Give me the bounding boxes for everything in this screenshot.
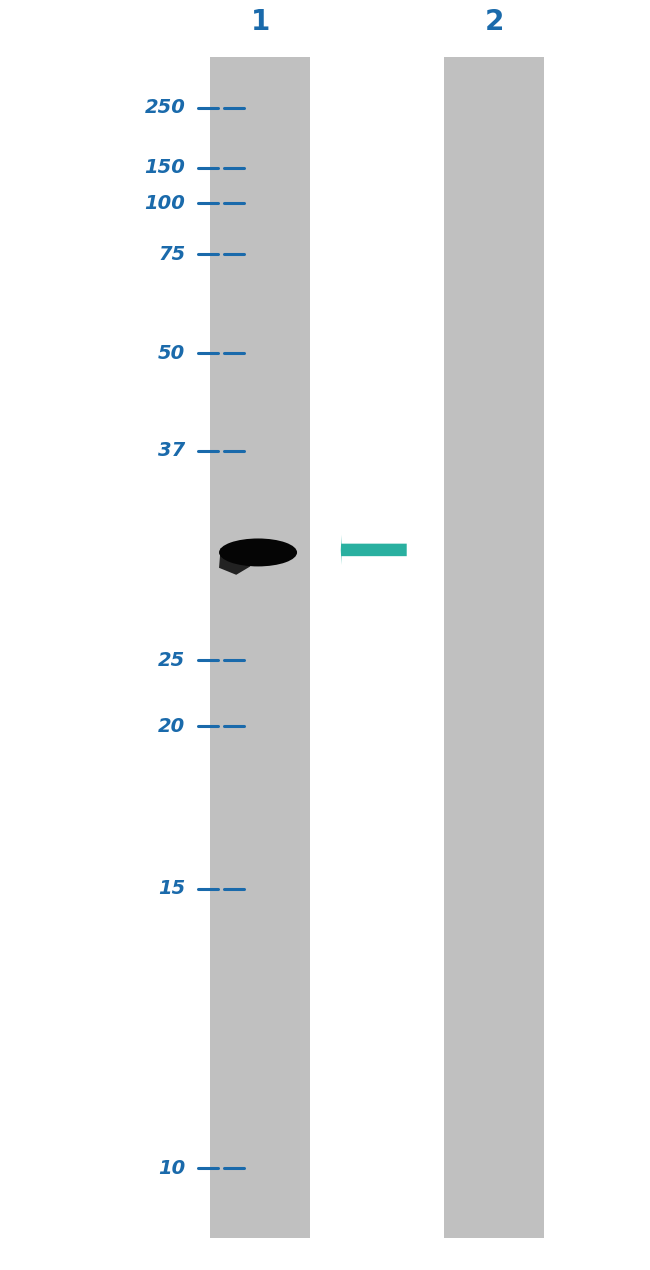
Text: 250: 250 [144,99,185,117]
Ellipse shape [219,538,297,566]
Text: 20: 20 [158,718,185,735]
Text: 50: 50 [158,344,185,362]
Text: 1: 1 [250,8,270,36]
Text: 15: 15 [158,880,185,898]
Text: 25: 25 [158,652,185,669]
Bar [443,57,545,1238]
Text: 2: 2 [484,8,504,36]
Text: 37: 37 [158,442,185,460]
Polygon shape [219,547,250,575]
Text: 10: 10 [158,1160,185,1177]
Bar [209,57,311,1238]
Text: 100: 100 [144,194,185,212]
Text: 75: 75 [158,245,185,263]
Text: 150: 150 [144,159,185,177]
